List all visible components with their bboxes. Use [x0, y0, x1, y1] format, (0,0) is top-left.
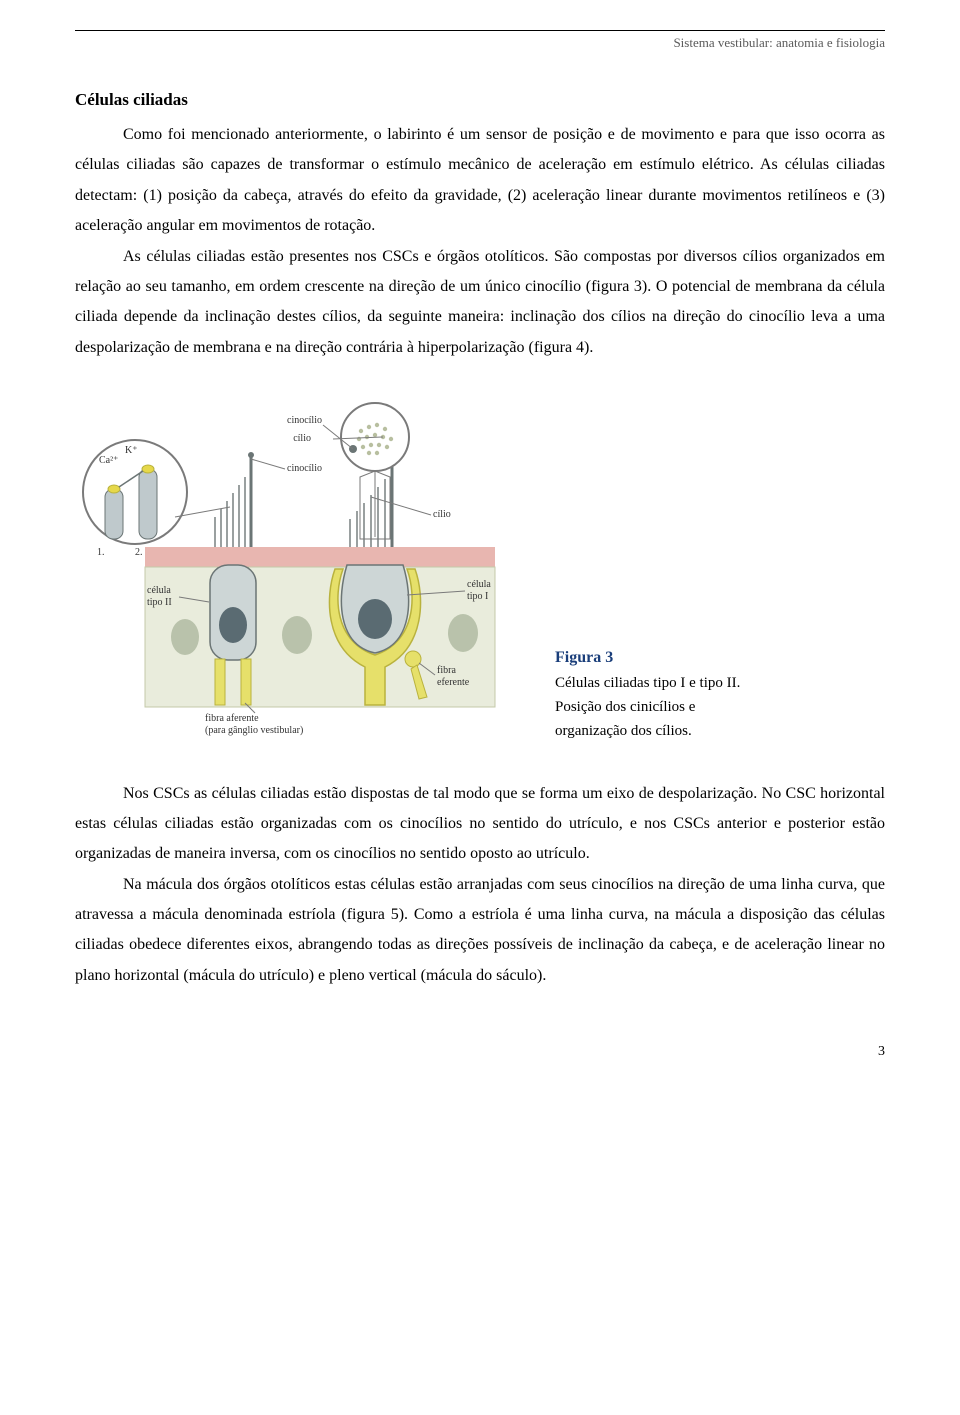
- inset-circle-2: cinocílio cílio: [287, 403, 409, 471]
- figure-3-number: Figura 3: [555, 645, 885, 671]
- paragraph-4: Na mácula dos órgãos otolíticos estas cé…: [75, 870, 885, 992]
- label-cel2-l2: tipo II: [147, 597, 172, 608]
- inset-circle-1: Ca²⁺ K⁺ 1. 2.: [83, 440, 187, 558]
- label-fibraef-l1: fibra: [437, 665, 456, 676]
- label-fibraef-l2: eferente: [437, 677, 470, 688]
- label-cinocilio-side: cinocílio: [287, 463, 322, 474]
- label-cel2-l1: célula: [147, 585, 171, 596]
- label-ca: Ca²⁺: [99, 455, 118, 466]
- label-cilio-side: cílio: [433, 509, 451, 520]
- membrane-band: [145, 547, 495, 567]
- nucleus-ii: [219, 607, 247, 643]
- label-k: K⁺: [125, 445, 138, 456]
- label-fibraaf-l2: (para gânglio vestibular): [205, 725, 303, 736]
- efferent-bouton: [405, 651, 421, 667]
- running-head: Sistema vestibular: anatomia e fisiologi…: [75, 31, 885, 56]
- label-n1: 1.: [97, 547, 105, 558]
- label-fibraaf-l1: fibra aferente: [205, 713, 259, 724]
- label-n2: 2.: [135, 547, 143, 558]
- figure-3-caption-line1: Células ciliadas tipo I e tipo II.: [555, 671, 885, 695]
- figure-3: Ca²⁺ K⁺ 1. 2.: [75, 397, 885, 748]
- label-cel1-l1: célula: [467, 579, 491, 590]
- cilia-bundle-i: [350, 479, 385, 547]
- figure-3-caption-line3: organização dos cílios.: [555, 719, 885, 743]
- paragraph-2: As células ciliadas estão presentes nos …: [75, 242, 885, 364]
- figure-3-caption-line2: Posição dos cinicílios e: [555, 695, 885, 719]
- paragraph-3: Nos CSCs as células ciliadas estão dispo…: [75, 779, 885, 870]
- figure-3-caption: Figura 3 Células ciliadas tipo I e tipo …: [555, 645, 885, 749]
- label-cilio-top: cílio: [293, 433, 311, 444]
- nucleus-i: [358, 599, 392, 639]
- paragraph-1: Como foi mencionado anteriormente, o lab…: [75, 120, 885, 242]
- cilia-bundle-ii: [215, 477, 245, 547]
- axon-ii-right: [241, 659, 251, 705]
- label-cinocilio-top: cinocílio: [287, 415, 322, 426]
- page-number: 3: [75, 1039, 885, 1066]
- label-cel1-l2: tipo I: [467, 591, 488, 602]
- section-title: Células ciliadas: [75, 84, 885, 116]
- figure-3-diagram: Ca²⁺ K⁺ 1. 2.: [75, 397, 535, 748]
- axon-ii-left: [215, 659, 225, 705]
